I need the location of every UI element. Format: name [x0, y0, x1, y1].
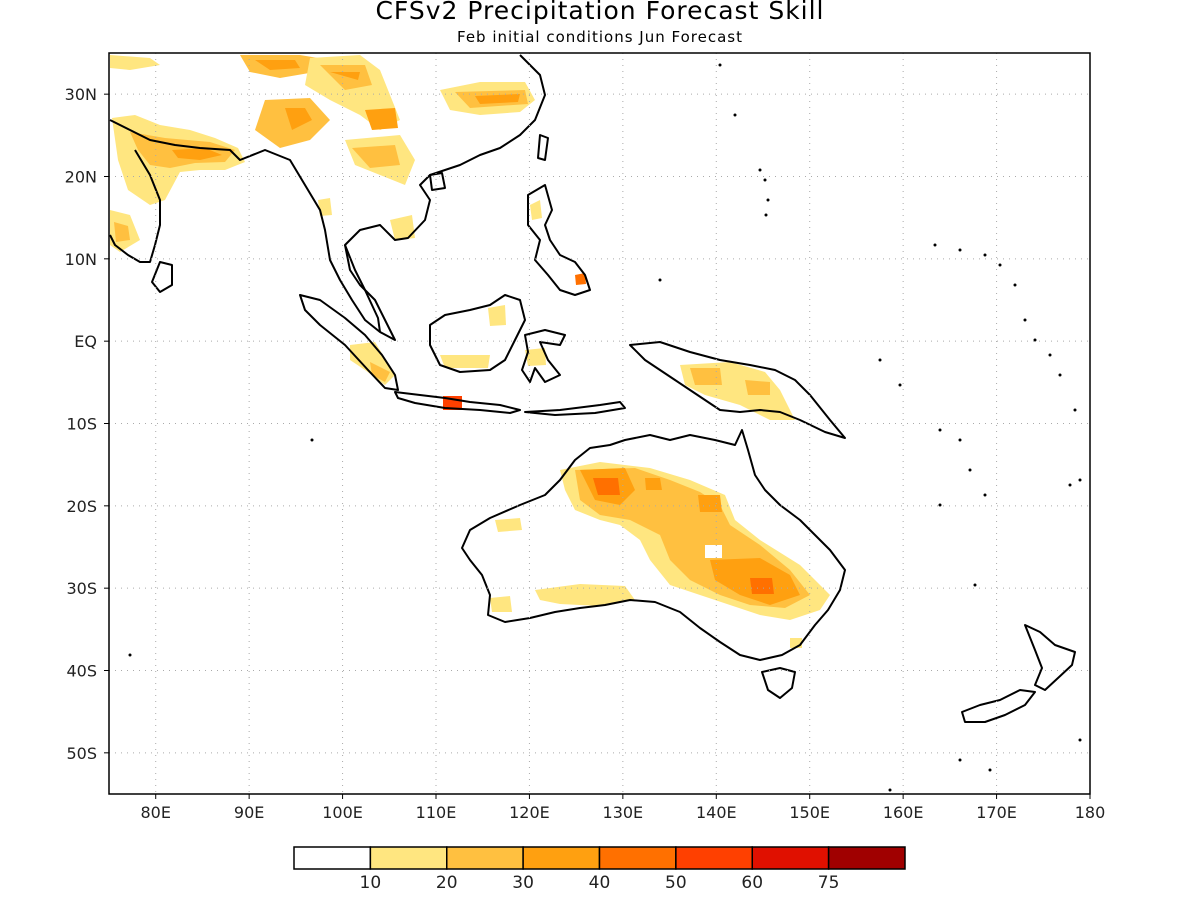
lon-tick-label: 90E [234, 803, 264, 822]
map-axes: 80E 90E 100E 110E 120E 130E 140E 150E 160E 170E 18… [65, 85, 1106, 822]
colorbar-label: 60 [741, 873, 763, 893]
lon-tick-label: 170E [976, 803, 1017, 822]
lat-lon-grid [109, 53, 1090, 794]
lat-tick-label: 20S [66, 497, 97, 516]
map-title: CFSv2 Precipitation Forecast Skill [375, 0, 825, 25]
colorbar-label: 40 [589, 873, 611, 893]
colorbar-swatch [522, 846, 601, 870]
colorbar-swatch [598, 846, 677, 870]
lon-tick-label: 120E [509, 803, 550, 822]
colorbar-swatch [675, 846, 753, 870]
lon-tick-label: 180 [1075, 803, 1106, 822]
colorbar-label: 50 [665, 873, 687, 893]
lat-tick-label: 40S [66, 662, 97, 681]
lat-tick-label: 30N [65, 85, 97, 104]
colorbar-label: 20 [436, 873, 458, 893]
lat-tick-label: 20N [65, 168, 97, 187]
colorbar: 10 20 30 40 50 60 75 [293, 846, 906, 893]
lon-tick-label: 150E [789, 803, 830, 822]
colorbar-swatch [369, 846, 448, 870]
colorbar-label: 10 [360, 873, 382, 893]
lat-tick-label: 10N [65, 250, 97, 269]
lat-tick-label: 30S [66, 579, 97, 598]
colorbar-swatch [446, 846, 524, 870]
colorbar-label: 30 [512, 873, 534, 893]
lon-tick-label: 80E [140, 803, 170, 822]
colorbar-swatch [293, 846, 372, 870]
lon-tick-label: 130E [603, 803, 644, 822]
lat-tick-label: 50S [66, 744, 97, 763]
coastlines [109, 54, 1076, 723]
lat-tick-label: 10S [66, 415, 97, 434]
lon-tick-label: 100E [322, 803, 363, 822]
colorbar-label: 75 [818, 873, 840, 893]
lat-tick-label: EQ [74, 332, 97, 351]
lon-tick-label: 110E [416, 803, 457, 822]
lon-tick-label: 140E [696, 803, 737, 822]
pacific-islands [128, 63, 1082, 792]
colorbar-swatch [751, 846, 830, 870]
map-subtitle: Feb initial conditions Jun Forecast [457, 28, 743, 46]
colorbar-swatch [827, 846, 906, 870]
map-frame [108, 52, 1091, 795]
lon-tick-label: 160E [883, 803, 924, 822]
